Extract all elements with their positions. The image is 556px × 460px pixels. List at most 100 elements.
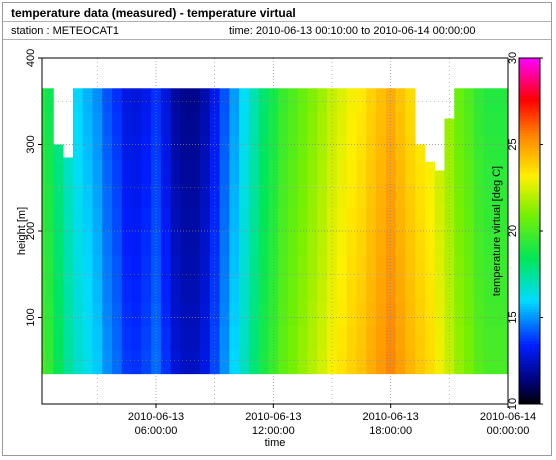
- heatmap-cell: [464, 349, 475, 375]
- heatmap-cell: [268, 326, 279, 351]
- heatmap-cell: [307, 278, 318, 303]
- colorbar-segment: [519, 297, 540, 301]
- heatmap-cell: [141, 159, 152, 184]
- heatmap-cell: [356, 231, 367, 256]
- colorbar-segment: [519, 236, 540, 241]
- heatmap-cell: [268, 254, 279, 279]
- heatmap-cell: [160, 183, 172, 208]
- heatmap-cell: [356, 183, 367, 208]
- heatmap-cell: [454, 326, 465, 351]
- heatmap-cell: [424, 179, 436, 198]
- heatmap-cell: [160, 207, 172, 232]
- heatmap-cell: [42, 278, 46, 303]
- heatmap-cell: [366, 112, 377, 137]
- heatmap-cell: [180, 88, 191, 113]
- colorbar-segment: [519, 121, 540, 125]
- colorbar-segment: [519, 83, 540, 88]
- heatmap-cell: [180, 326, 191, 351]
- heatmap-cell: [434, 170, 445, 188]
- heatmap-cell: [190, 349, 201, 375]
- heatmap-cell: [200, 135, 211, 161]
- heatmap-cell: [239, 112, 250, 137]
- heatmap-cell: [503, 278, 509, 303]
- heatmap-cell: [42, 254, 46, 279]
- heatmap-cell: [444, 309, 455, 332]
- colorbar-segment: [519, 349, 540, 353]
- heatmap-cell: [72, 88, 84, 113]
- heatmap-cell: [268, 231, 279, 256]
- heatmap-cell: [121, 207, 132, 232]
- heatmap-cell: [131, 278, 142, 303]
- heatmap-cell: [82, 112, 93, 137]
- heatmap-cell: [63, 355, 74, 375]
- heatmap-cell: [82, 326, 93, 351]
- heatmap-cell: [258, 278, 269, 303]
- heatmap-cell: [112, 88, 123, 113]
- colorbar-segment: [519, 265, 540, 269]
- heatmap-cell: [112, 207, 123, 232]
- heatmap-cell: [53, 259, 64, 279]
- colorbar-segment: [519, 158, 540, 163]
- heatmap-cell: [229, 135, 240, 161]
- heatmap-cell: [464, 135, 475, 161]
- heatmap-cell: [366, 349, 377, 375]
- heatmap-cell: [151, 183, 162, 208]
- heatmap-cell: [112, 326, 123, 351]
- colorbar-segment: [519, 354, 540, 359]
- heatmap-cell: [278, 349, 289, 375]
- heatmap-cell: [395, 112, 406, 137]
- heatmap-cell: [258, 231, 269, 256]
- colorbar-segment: [519, 89, 540, 94]
- heatmap-cell: [151, 278, 162, 303]
- heatmap-cell: [483, 112, 494, 137]
- heatmap-cell: [45, 254, 54, 279]
- colorbar-segment: [519, 274, 540, 278]
- heatmap-cell: [297, 88, 308, 113]
- heatmap-cell: [121, 135, 132, 161]
- heatmap-cell: [102, 326, 113, 351]
- heatmap-cell: [278, 135, 289, 161]
- heatmap-cell: [219, 326, 230, 351]
- colorbar-segment: [519, 138, 540, 143]
- colorbar-segment: [519, 300, 540, 304]
- colorbar-segment: [519, 156, 540, 160]
- heatmap-cell: [483, 88, 494, 113]
- heatmap-cell: [454, 183, 465, 208]
- x-tick-label: 18:00:00: [369, 425, 412, 437]
- heatmap-cell: [229, 207, 240, 232]
- heatmap-cell: [63, 283, 74, 303]
- heatmap-cell: [42, 326, 46, 351]
- heatmap-cell: [170, 326, 181, 351]
- heatmap-cell: [405, 135, 416, 161]
- heatmap-cell: [72, 349, 84, 375]
- heatmap-cell: [473, 254, 484, 279]
- heatmap-cell: [278, 207, 289, 232]
- heatmap-cell: [170, 302, 181, 327]
- heatmap-cell: [346, 112, 357, 137]
- heatmap-cell: [356, 349, 367, 375]
- heatmap-cell: [415, 259, 426, 279]
- heatmap-cell: [346, 231, 357, 256]
- heatmap-cell: [444, 224, 455, 247]
- heatmap-cell: [405, 302, 416, 327]
- heatmap-cell: [336, 112, 348, 137]
- heatmap-cell: [92, 207, 103, 232]
- heatmap-cell: [317, 183, 328, 208]
- heatmap-cell: [356, 254, 367, 279]
- heatmap-cell: [385, 207, 396, 232]
- colorbar-segment: [519, 63, 540, 68]
- heatmap-cell: [346, 278, 357, 303]
- heatmap-cell: [288, 112, 299, 137]
- colorbar-segment: [519, 107, 540, 111]
- heatmap-cell: [415, 335, 426, 356]
- heatmap-cell: [307, 302, 318, 327]
- heatmap-cell: [268, 302, 279, 327]
- heatmap-cell: [72, 135, 84, 161]
- colorbar-segment: [519, 104, 540, 108]
- heatmap-cell: [356, 326, 367, 351]
- heatmap-cell: [63, 301, 74, 321]
- heatmap-cell: [336, 88, 348, 113]
- heatmap-cell: [356, 159, 367, 184]
- heatmap-cell: [395, 349, 406, 375]
- colorbar-segment: [519, 190, 540, 195]
